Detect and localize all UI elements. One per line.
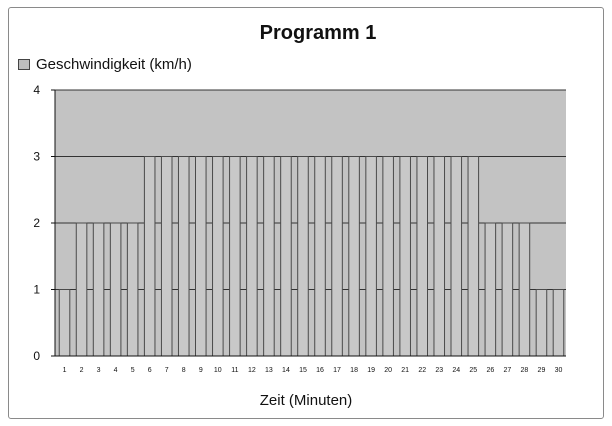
bar — [195, 156, 207, 357]
bar — [92, 222, 105, 357]
x-tick-label: 5 — [131, 367, 135, 374]
bar — [126, 222, 139, 357]
x-tick-label: 2 — [80, 367, 84, 374]
x-axis-label: Zeit (Minuten) — [259, 392, 353, 409]
bar — [109, 222, 122, 357]
chart-title: Programm 1 — [259, 22, 377, 44]
y-tick-label: 4 — [33, 83, 40, 97]
bar — [365, 156, 377, 357]
bar — [314, 156, 326, 357]
bar — [212, 156, 224, 357]
x-tick-label: 3 — [97, 367, 101, 374]
y-tick-label: 1 — [33, 283, 40, 297]
x-tick-label: 29 — [538, 367, 546, 374]
y-tick-label: 2 — [33, 216, 40, 230]
bar — [160, 156, 173, 357]
bar — [348, 156, 360, 357]
x-tick-label: 12 — [248, 367, 256, 374]
bar — [246, 156, 258, 357]
bar — [143, 156, 156, 357]
bar — [177, 156, 190, 357]
x-tick-label: 15 — [299, 367, 307, 374]
legend-label: Geschwindigkeit (km/h) — [36, 56, 192, 73]
x-tick-label: 9 — [199, 367, 203, 374]
x-tick-label: 18 — [350, 367, 358, 374]
y-tick-label: 3 — [33, 150, 40, 164]
x-tick-label: 23 — [435, 367, 443, 374]
x-tick-label: 24 — [452, 367, 460, 374]
bar — [450, 156, 463, 357]
bar — [518, 222, 531, 357]
bar — [280, 156, 292, 357]
legend-swatch — [18, 59, 30, 70]
x-tick-label: 22 — [418, 367, 426, 374]
x-tick-label: 27 — [503, 367, 511, 374]
x-tick-label: 7 — [165, 367, 169, 374]
bar — [467, 156, 480, 357]
x-tick-label: 21 — [401, 367, 409, 374]
x-tick-label: 19 — [367, 367, 375, 374]
bar — [552, 289, 565, 357]
bar — [382, 156, 394, 357]
x-tick-label: 20 — [384, 367, 392, 374]
bar — [297, 156, 309, 357]
bar — [535, 289, 548, 357]
bar — [416, 156, 429, 357]
bar — [331, 156, 343, 357]
x-tick-label: 1 — [63, 367, 67, 374]
bar — [58, 289, 71, 357]
bar — [75, 222, 88, 357]
bar — [399, 156, 411, 357]
y-tick-label: 0 — [33, 349, 40, 363]
x-tick-label: 25 — [469, 367, 477, 374]
x-tick-label: 26 — [486, 367, 494, 374]
bar — [433, 156, 446, 357]
bar — [501, 222, 514, 357]
x-tick-label: 4 — [114, 367, 118, 374]
x-tick-label: 8 — [182, 367, 186, 374]
bar — [263, 156, 275, 357]
bar — [229, 156, 241, 357]
x-tick-label: 6 — [148, 367, 152, 374]
legend: Geschwindigkeit (km/h) — [18, 56, 192, 73]
x-tick-label: 17 — [333, 367, 341, 374]
x-tick-label: 30 — [555, 367, 563, 374]
x-tick-label: 13 — [265, 367, 273, 374]
x-tick-label: 10 — [214, 367, 222, 374]
x-tick-label: 28 — [521, 367, 529, 374]
bar — [484, 222, 497, 357]
x-tick-label: 11 — [231, 367, 238, 374]
x-tick-label: 14 — [282, 367, 290, 374]
x-tick-label: 16 — [316, 367, 324, 374]
